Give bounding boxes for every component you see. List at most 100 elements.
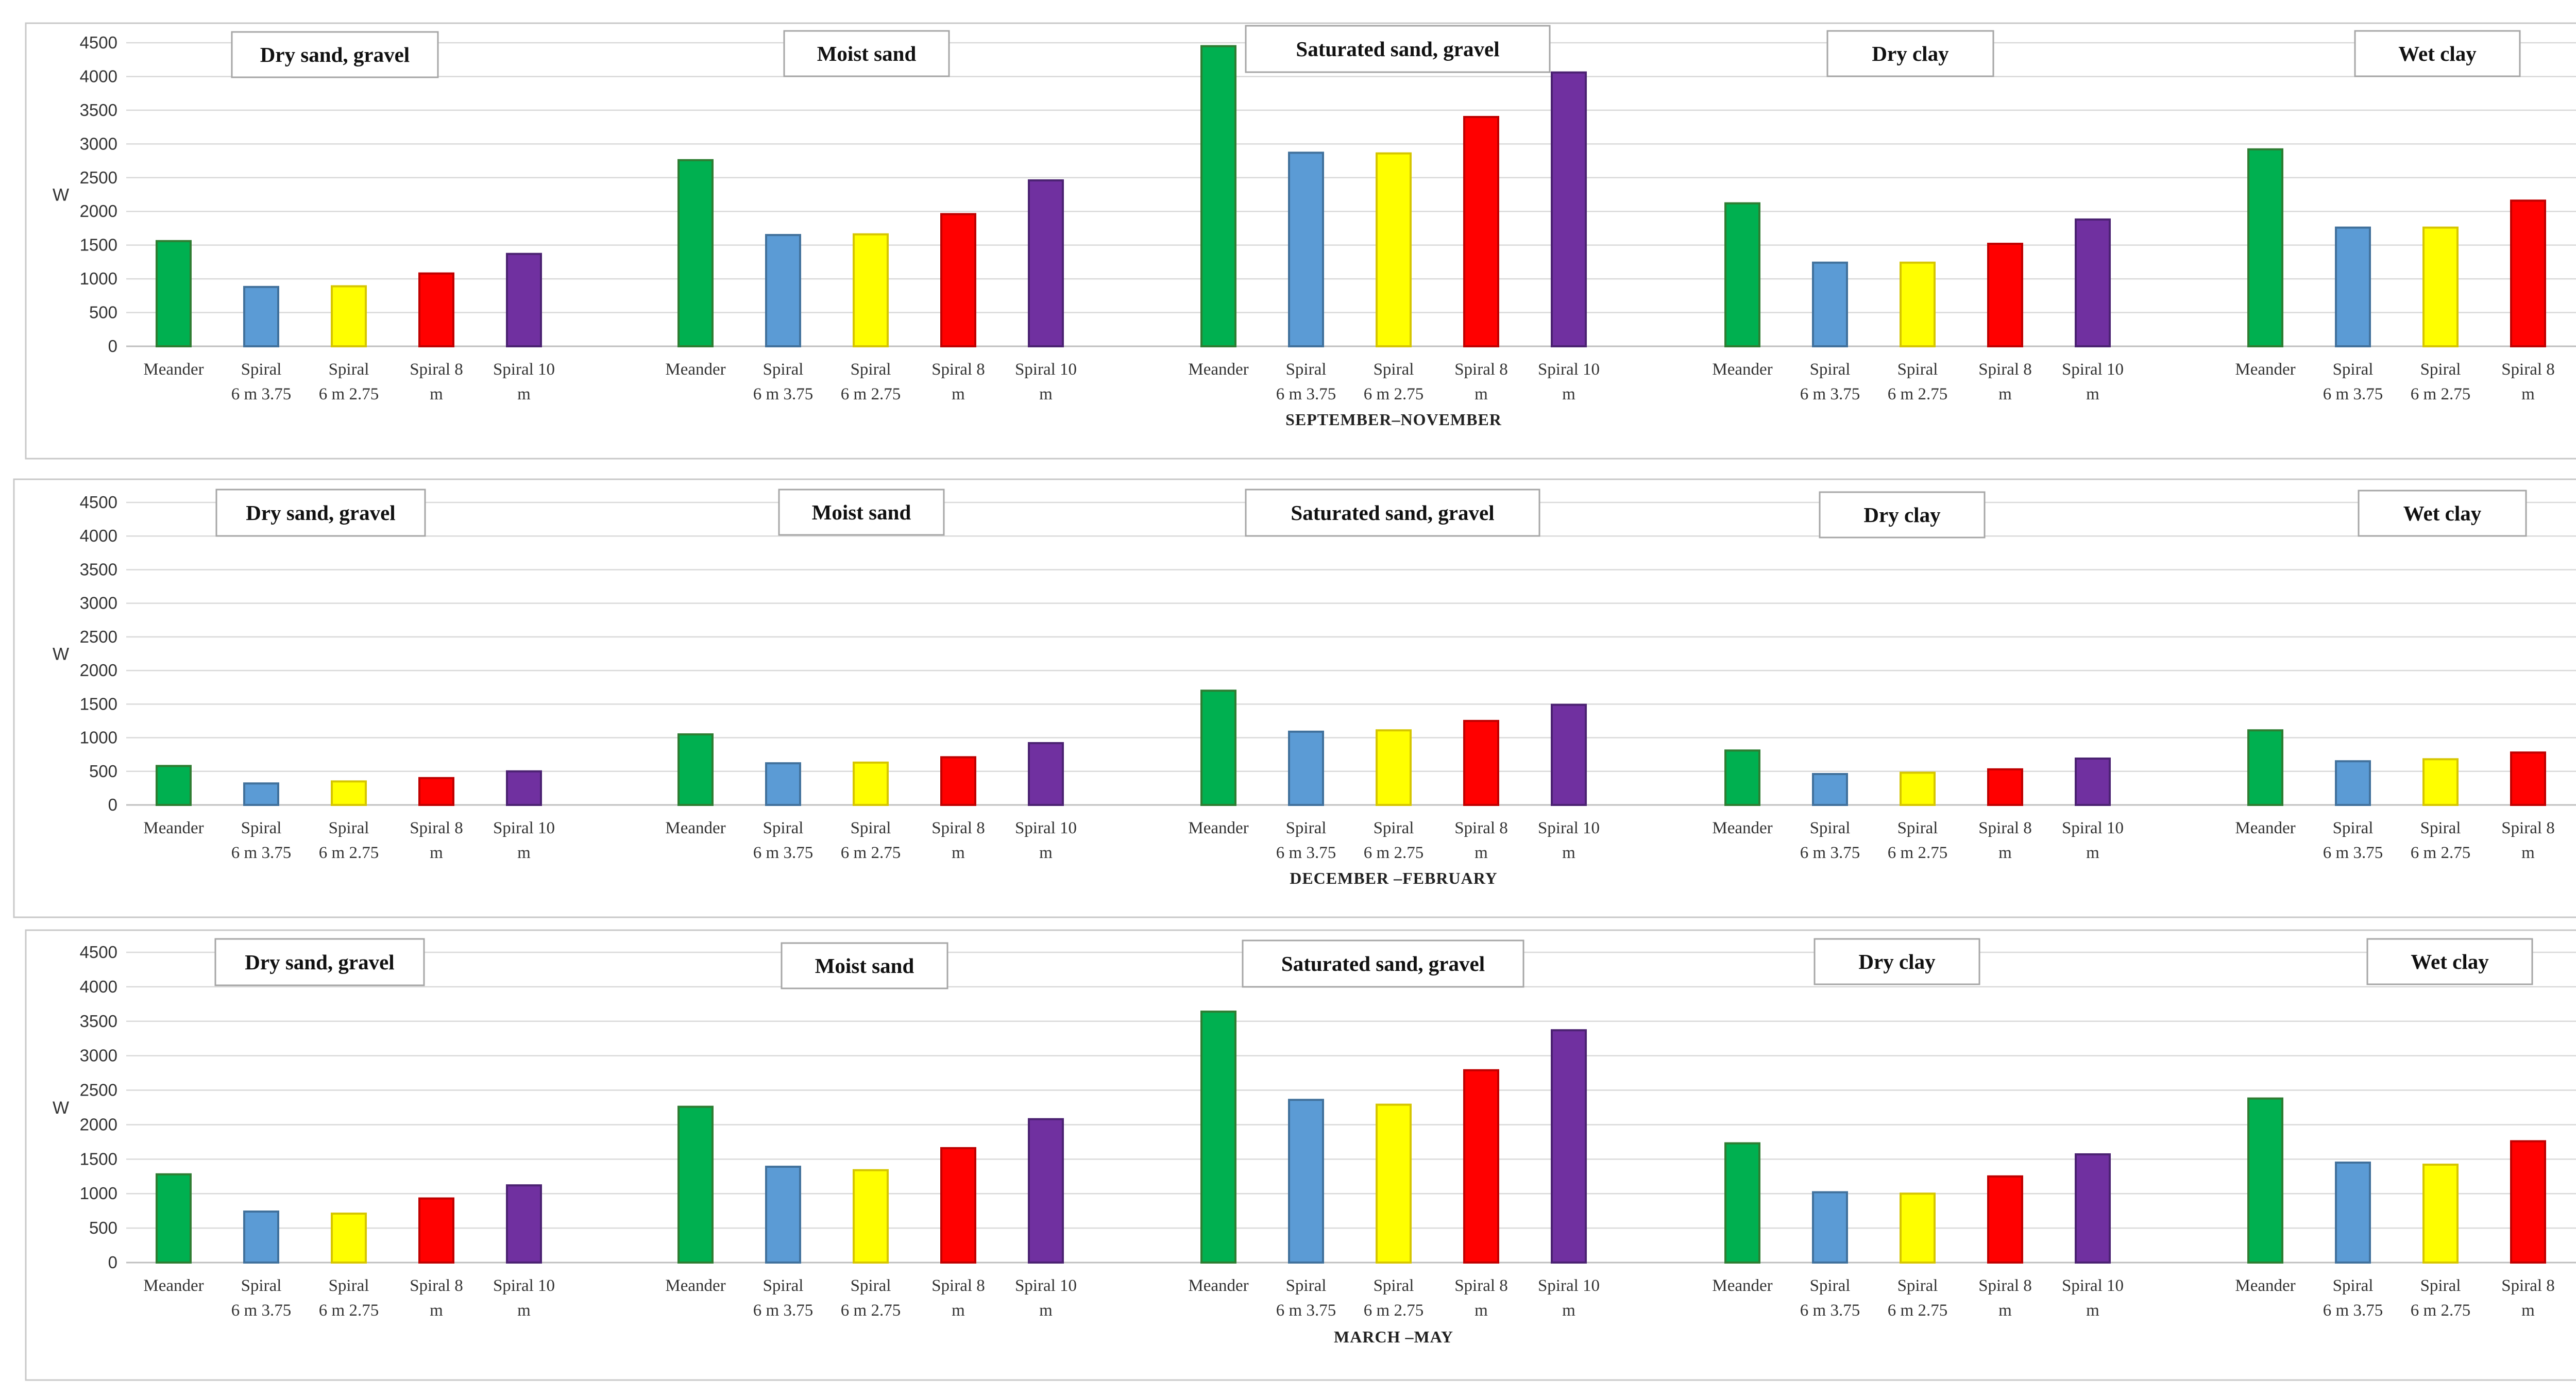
bar-3-1 <box>1200 690 1236 806</box>
soil-label-box <box>1826 30 1994 77</box>
x-tick-label: Meander <box>1188 819 1248 837</box>
x-tick-label: 6 m 3.75 <box>753 844 813 862</box>
x-tick-label: Spiral 10 <box>493 819 555 837</box>
x-tick-label: m <box>430 1301 443 1320</box>
bar-4-4 <box>1987 768 2023 806</box>
soil-label: Wet clay <box>2411 950 2489 973</box>
x-tick-label: 6 m 3.75 <box>753 385 813 404</box>
soil-label: Moist sand <box>817 42 917 65</box>
x-tick-label: Meander <box>1188 360 1248 379</box>
bar-3-4 <box>1463 115 1499 347</box>
y-tick-label: 3500 <box>80 560 117 579</box>
bar-2-3 <box>853 761 889 806</box>
y-tick-label: 3000 <box>80 1046 117 1065</box>
x-tick-label: Spiral 10 <box>1538 819 1600 837</box>
x-tick-label: m <box>1475 844 1488 862</box>
x-tick-label: 6 m 3.75 <box>231 385 291 404</box>
y-tick-label: 1500 <box>80 1149 117 1168</box>
x-tick-label: Meander <box>143 1276 204 1295</box>
x-tick-label: Meander <box>1712 819 1772 837</box>
x-tick-label: Meander <box>143 360 204 379</box>
y-tick-label: 4000 <box>80 526 117 545</box>
x-tick-label: Spiral <box>1374 360 1414 379</box>
y-tick-label: 0 <box>108 337 117 356</box>
x-tick-label: 6 m 3.75 <box>2323 385 2383 404</box>
bar-1-5 <box>506 1184 542 1264</box>
x-tick-label: 6 m 2.75 <box>1888 1301 1947 1320</box>
soil-label: Dry sand, gravel <box>260 43 410 66</box>
bar-3-3 <box>1376 152 1412 347</box>
soil-label: Dry clay <box>1872 42 1949 65</box>
soil-label: Dry sand, gravel <box>245 950 394 974</box>
x-tick-label: Meander <box>1712 360 1772 379</box>
x-tick-label: Spiral 10 <box>2062 819 2124 837</box>
x-tick-label: 6 m 3.75 <box>1276 385 1336 404</box>
bar-1-5 <box>506 253 542 347</box>
soil-label: Moist sand <box>812 500 911 524</box>
bar-1-1 <box>156 1173 192 1264</box>
x-tick-label: m <box>1039 844 1053 862</box>
bar-1-2 <box>243 1211 279 1264</box>
x-tick-label: Spiral 8 <box>410 360 463 379</box>
x-tick-label: 6 m 2.75 <box>2411 844 2470 862</box>
x-tick-label: Spiral <box>1810 819 1851 837</box>
bar-2-4 <box>940 213 976 347</box>
bar-3-3 <box>1376 729 1412 806</box>
x-tick-label: Spiral <box>851 819 891 837</box>
bar-3-2 <box>1288 152 1324 347</box>
x-tick-label: Meander <box>2235 360 2295 379</box>
bar-1-1 <box>156 765 192 806</box>
soil-label-box <box>1245 489 1540 537</box>
x-tick-label: 6 m 3.75 <box>1800 385 1860 404</box>
bar-2-1 <box>677 1105 714 1264</box>
x-tick-label: Meander <box>665 360 725 379</box>
bar-5-2 <box>2335 1162 2371 1264</box>
x-tick-label: Spiral <box>1897 360 1938 379</box>
x-tick-label: Spiral <box>763 819 804 837</box>
bar-5-3 <box>2422 226 2459 347</box>
x-tick-label: 6 m 2.75 <box>1364 385 1423 404</box>
x-tick-label: Spiral 10 <box>1015 360 1077 379</box>
x-tick-label: 6 m 2.75 <box>841 385 901 404</box>
x-tick-label: Spiral 10 <box>1538 360 1600 379</box>
x-tick-label: Spiral <box>329 1276 369 1295</box>
bar-3-5 <box>1551 703 1587 806</box>
bar-2-1 <box>677 159 714 347</box>
bar-5-2 <box>2335 760 2371 806</box>
soil-label-box <box>2358 490 2527 537</box>
x-tick-label: Meander <box>1188 1276 1248 1295</box>
y-tick-label: 3000 <box>80 134 117 153</box>
x-tick-label: 6 m 2.75 <box>841 844 901 862</box>
x-tick-label: Spiral <box>1286 360 1327 379</box>
bar-1-1 <box>156 240 192 347</box>
bar-1-3 <box>331 285 367 348</box>
soil-label: Saturated sand, gravel <box>1296 37 1499 61</box>
x-tick-label: m <box>517 385 531 404</box>
soil-label: Wet clay <box>2403 501 2482 525</box>
bar-2-3 <box>853 1169 889 1264</box>
soil-label-box <box>2354 30 2521 77</box>
bar-1-5 <box>506 770 542 806</box>
x-tick-label: Spiral 10 <box>493 360 555 379</box>
bar-4-1 <box>1724 1142 1760 1264</box>
y-tick-label: 2500 <box>80 627 117 646</box>
x-tick-label: 6 m 2.75 <box>1888 385 1947 404</box>
y-tick-label: 500 <box>89 303 117 322</box>
x-tick-label: 6 m 3.75 <box>1276 1301 1336 1320</box>
x-tick-label: 6 m 2.75 <box>319 1301 379 1320</box>
bar-4-5 <box>2075 218 2111 347</box>
bar-1-2 <box>243 782 279 806</box>
chart-panel-2: 0 500 1000 1500 2000 2500 3000 3500 4000 4500 W Mea… <box>13 478 2576 918</box>
bar-5-4 <box>2510 751 2546 806</box>
bar-2-4 <box>940 1147 976 1264</box>
x-tick-label: Spiral <box>851 360 891 379</box>
soil-label-box <box>783 30 950 77</box>
x-tick-label: 6 m 3.75 <box>231 1301 291 1320</box>
x-tick-label: Spiral 8 <box>2501 1276 2555 1295</box>
x-tick-label: 6 m 3.75 <box>753 1301 813 1320</box>
x-tick-label: m <box>1562 1301 1575 1320</box>
y-tick-label: 4500 <box>80 943 117 962</box>
y-tick-label: 2500 <box>80 168 117 187</box>
bar-4-5 <box>2075 757 2111 806</box>
bar-4-1 <box>1724 749 1760 806</box>
